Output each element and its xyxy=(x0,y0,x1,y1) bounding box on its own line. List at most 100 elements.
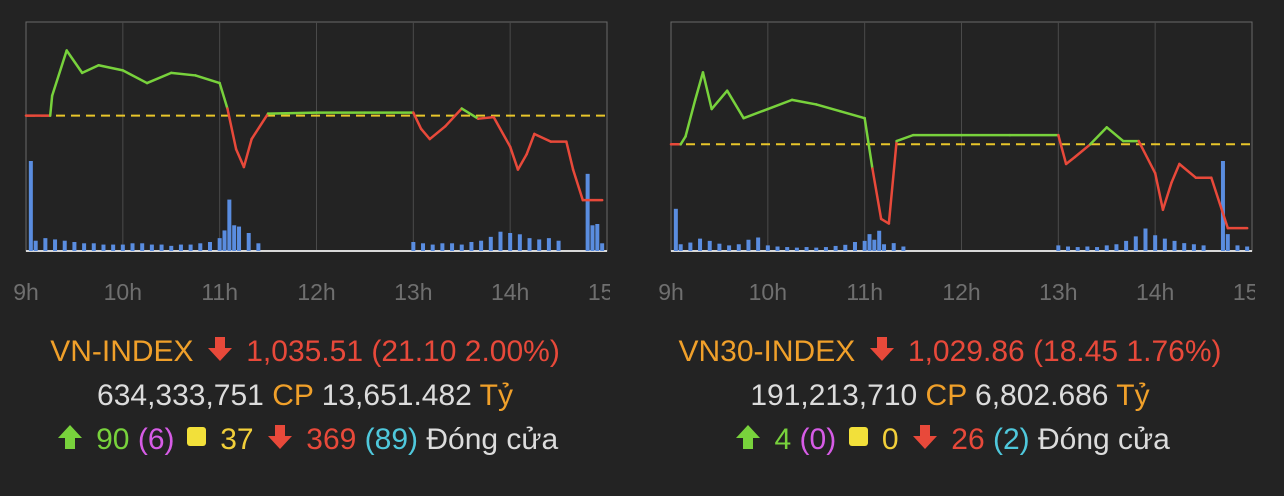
volume-bar xyxy=(1191,244,1196,251)
arrow-down-icon xyxy=(869,337,894,361)
price-segment xyxy=(145,71,173,85)
price-segment xyxy=(234,147,246,169)
arrow-up-icon xyxy=(57,425,82,449)
index-name: VN-INDEX xyxy=(50,335,194,368)
price-segment xyxy=(693,71,705,102)
volume-value: 191,213,710 xyxy=(750,379,918,412)
volume-bar xyxy=(867,234,872,251)
volume-bar xyxy=(1220,161,1225,251)
market-status: Đóng cửa xyxy=(426,423,559,456)
price-segment xyxy=(492,115,512,148)
volume-bar xyxy=(232,225,237,251)
vn30-index-panel: 9h 10h 11h 12h 13h 14h 15h VN30-INDEX 1,029.86… xyxy=(645,0,1255,496)
arrow-up-icon xyxy=(736,425,761,449)
volume-bar xyxy=(246,233,251,251)
price-segment xyxy=(684,98,697,138)
x-tick-label: 13h xyxy=(1039,279,1077,305)
volume-bar xyxy=(1235,245,1240,251)
volume-bar xyxy=(91,243,96,251)
volume-bar xyxy=(1162,238,1167,251)
floor-count: (2) xyxy=(992,423,1030,456)
volume-bar xyxy=(585,173,590,251)
price-segment xyxy=(1089,126,1108,146)
volume-bar xyxy=(794,247,799,251)
price-segment xyxy=(895,133,915,143)
arrow-down-icon xyxy=(207,337,232,361)
advancers-count: 90 xyxy=(96,423,130,456)
volume-bar xyxy=(746,239,751,251)
volume-bar xyxy=(862,240,867,251)
volume-bar xyxy=(479,240,484,251)
decliners-count: 369 xyxy=(306,423,357,456)
price-segment xyxy=(1178,162,1198,179)
change-value: (18.45 1.76%) xyxy=(1033,335,1222,368)
price-segment xyxy=(516,153,528,171)
price-segment xyxy=(1105,126,1125,143)
volume-bar xyxy=(1201,245,1206,251)
volume-bar xyxy=(756,237,761,251)
x-tick-label: 10h xyxy=(104,279,142,305)
volume-bar xyxy=(62,240,67,251)
volume-unit: CP xyxy=(272,379,314,412)
price-segment xyxy=(194,74,221,85)
volume-bar xyxy=(82,243,87,251)
volume-bar xyxy=(1153,235,1158,251)
vn30-index-summary: VN30-INDEX 1,029.86 (18.45 1.76%) 191,21… xyxy=(645,330,1255,462)
volume-bar xyxy=(590,225,595,251)
volume-bar xyxy=(1182,243,1187,251)
price-segment xyxy=(1161,181,1173,212)
volume-bar xyxy=(227,199,232,251)
ceiling-count: (6) xyxy=(137,423,175,456)
price-segment xyxy=(710,89,729,111)
x-tick-label: 15h xyxy=(588,279,610,305)
volume-bar xyxy=(1124,240,1129,251)
volume-bar xyxy=(814,247,819,251)
volume-bar xyxy=(765,245,770,251)
volume-bar xyxy=(120,244,125,251)
volume-bar xyxy=(130,243,135,251)
volume-value: 634,333,751 xyxy=(97,379,264,412)
price-segment xyxy=(50,49,68,98)
price-segment xyxy=(226,107,238,151)
price-segment xyxy=(65,49,84,75)
volume-bar xyxy=(673,208,678,251)
volume-bar xyxy=(1225,234,1230,251)
price-segment xyxy=(121,69,149,85)
price-segment xyxy=(815,103,842,113)
price-segment xyxy=(476,115,495,120)
arrow-down-icon xyxy=(912,425,937,449)
price-segment xyxy=(701,71,713,111)
volume-bar xyxy=(527,238,532,251)
volume-bar xyxy=(430,244,435,251)
volume-bar xyxy=(1172,240,1177,251)
volume-bar xyxy=(488,236,493,251)
volume-bar xyxy=(450,243,455,251)
advancers-count: 4 xyxy=(774,423,792,456)
market-status: Đóng cửa xyxy=(1038,423,1170,456)
volume-line: 191,213,710 CP 6,802.686 Tỷ xyxy=(645,374,1255,418)
price-segment xyxy=(1073,143,1092,159)
x-tick-label: 15h xyxy=(1233,279,1255,305)
x-tick-label: 12h xyxy=(297,279,335,305)
volume-bar xyxy=(1245,246,1250,251)
price-segment xyxy=(863,116,874,170)
price-segment xyxy=(218,81,229,110)
x-tick-label: 13h xyxy=(394,279,432,305)
price-segment xyxy=(879,217,891,225)
volume-bar xyxy=(188,244,193,251)
price-segment xyxy=(1210,176,1230,230)
price-segment xyxy=(250,112,270,141)
price-segment xyxy=(1137,139,1157,175)
price-segment xyxy=(1153,171,1165,212)
price-segment xyxy=(170,71,197,77)
volume-bar xyxy=(882,244,887,251)
price-segment xyxy=(525,132,536,156)
volume-bar xyxy=(1066,246,1071,251)
volume-bar xyxy=(556,240,561,251)
close-value: 1,035.51 xyxy=(246,335,364,368)
volume-bar xyxy=(1104,245,1109,251)
x-tick-label: 11h xyxy=(201,279,238,305)
price-segment xyxy=(460,107,480,120)
volume-bar xyxy=(440,243,445,251)
volume-bar xyxy=(101,244,106,251)
